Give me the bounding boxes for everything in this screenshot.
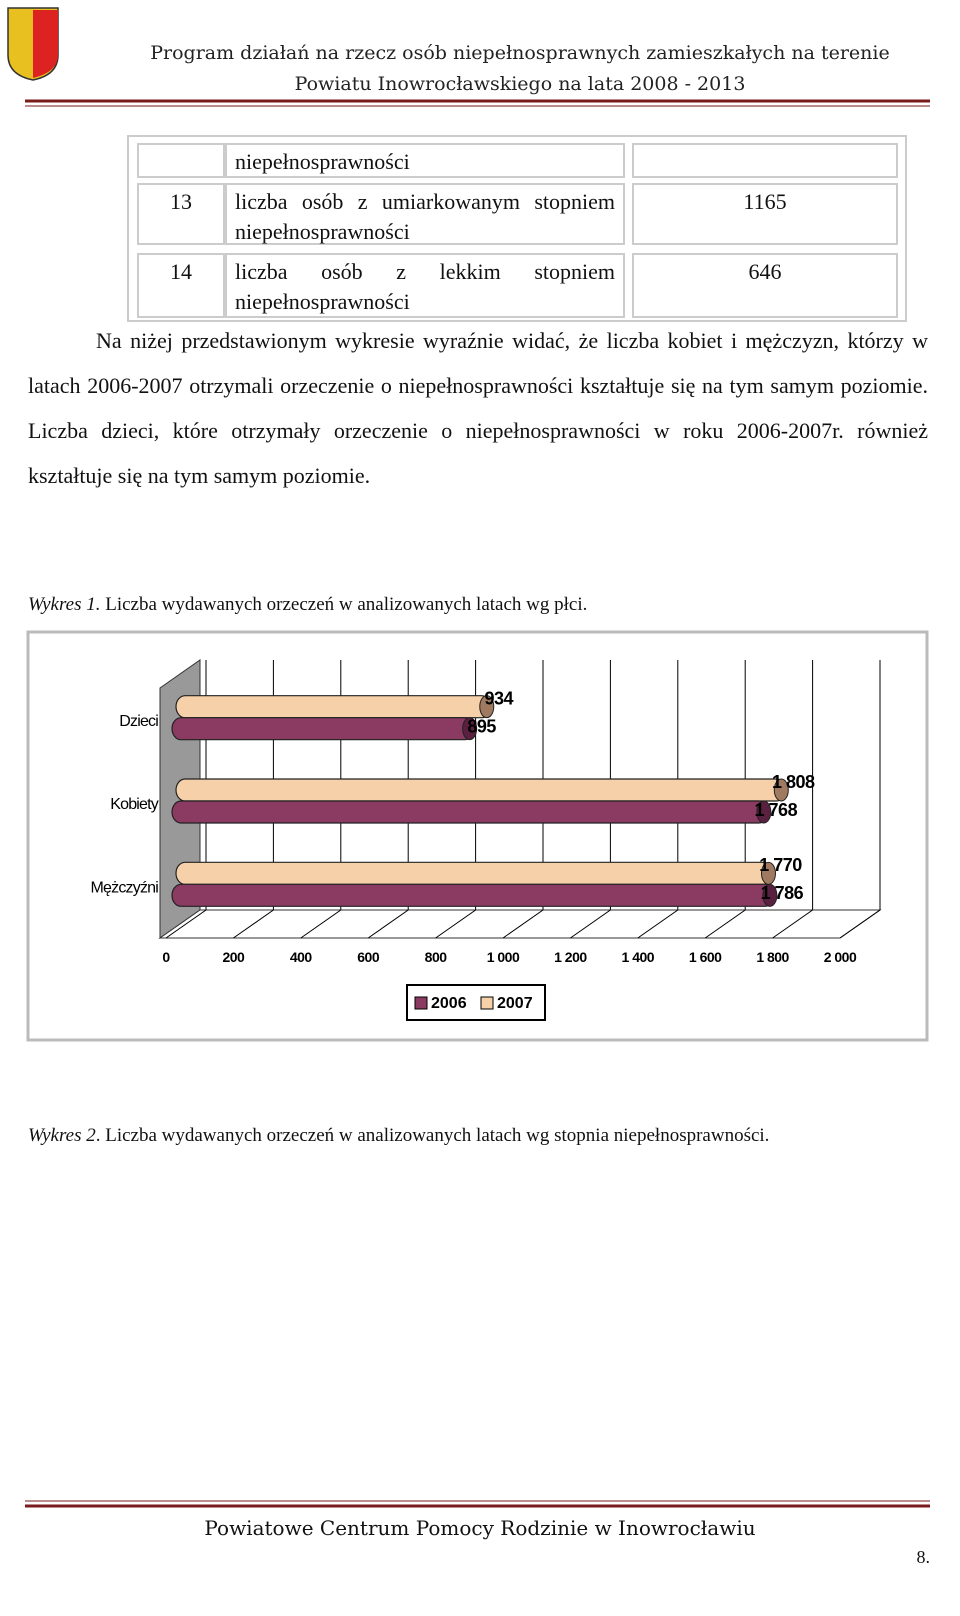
row-value: 1165 xyxy=(743,189,787,214)
x-tick-label: 200 xyxy=(222,949,245,965)
table xyxy=(127,135,907,322)
value-label: 1 768 xyxy=(755,800,798,820)
bar xyxy=(171,800,769,824)
caption-label: Wykres 2 xyxy=(28,1125,96,1146)
row-label: niepełnosprawności xyxy=(235,149,410,174)
logo-half xyxy=(33,10,58,78)
table-cell xyxy=(632,143,898,178)
grid-line xyxy=(570,660,611,939)
bar xyxy=(171,883,775,907)
footer-rule xyxy=(25,1500,930,1508)
x-tick-label: 1 200 xyxy=(554,949,587,965)
table-cell: 14 xyxy=(137,253,225,318)
grid-line xyxy=(367,660,409,939)
table-cell: liczba osób z umiarkowanym stopniem niep… xyxy=(225,183,625,245)
bar-cap xyxy=(462,717,478,741)
value-label: 1 786 xyxy=(761,883,804,903)
category-label: Dzieci xyxy=(119,713,158,730)
grid-line xyxy=(300,660,342,939)
x-tick-label: 400 xyxy=(290,949,313,965)
x-tick-label: 1 800 xyxy=(756,949,789,965)
page-number: 8. xyxy=(916,1547,931,1567)
legend-label: 2006 xyxy=(431,995,467,1012)
grid-line xyxy=(165,660,207,939)
caption-text: Liczba wydawanych orzeczeń w analizowany… xyxy=(105,594,588,615)
grid-line xyxy=(772,660,814,939)
bar-cap xyxy=(479,695,495,719)
caption: Wykres 2. Liczba wydawanych orzeczeń w a… xyxy=(28,1125,769,1147)
grid-line xyxy=(435,660,477,939)
value-label: 1 808 xyxy=(772,772,815,792)
x-tick-label: 800 xyxy=(425,949,448,965)
row-number: 13 xyxy=(170,189,192,214)
x-tick-label: 1 400 xyxy=(622,949,655,965)
value-label: 895 xyxy=(467,716,496,736)
x-tick-label: 600 xyxy=(357,949,380,965)
chart: 0 200 400 600 800 1 000 1 200 1 400 1 600 1 800 2 … xyxy=(26,630,929,1042)
grid-line xyxy=(502,660,544,939)
row-label: liczba osób z umiarkowanym stopniem niep… xyxy=(235,189,615,244)
row-value: 646 xyxy=(748,259,782,284)
grid-line xyxy=(233,660,274,939)
value-label: 934 xyxy=(484,688,513,708)
legend-box xyxy=(406,984,546,1021)
table-cell xyxy=(137,143,225,178)
header-line: Program działań na rzecz osób niepełnosp… xyxy=(150,42,890,64)
category-label: Mężczyźni xyxy=(91,880,159,897)
legend-label: 2007 xyxy=(497,995,533,1012)
table-cell: liczba osób z lekkim stopniem niepełnosp… xyxy=(225,253,625,318)
legend-swatch xyxy=(414,996,428,1010)
bar-cap xyxy=(773,778,789,802)
value-label: 1 770 xyxy=(759,855,802,875)
x-tick-label: 1 600 xyxy=(689,949,722,965)
x-tick-label: 0 xyxy=(162,949,170,965)
caption: Wykres 1. Liczba wydawanych orzeczeń w a… xyxy=(28,594,587,616)
bar xyxy=(175,778,786,802)
table-cell: 1165 xyxy=(632,183,898,245)
grid-line xyxy=(637,660,679,939)
header-graphics xyxy=(7,7,930,107)
bar-cap xyxy=(762,883,778,907)
bar xyxy=(171,717,475,741)
grid-line xyxy=(704,660,746,939)
table-cell: 13 xyxy=(137,183,225,245)
table-cell: niepełnosprawności xyxy=(225,143,625,178)
caption-label: Wykres 1. xyxy=(28,594,101,615)
legend-swatch xyxy=(480,996,494,1010)
header-line: Powiatu Inowrocławskiego na lata 2008 - … xyxy=(294,73,746,95)
row-label: liczba osób z lekkim stopniem niepełnosp… xyxy=(235,259,615,314)
x-tick-label: 1 000 xyxy=(487,949,520,965)
caption-text: . Liczba wydawanych orzeczeń w analizowa… xyxy=(95,1125,770,1146)
bar xyxy=(175,695,492,719)
paragraph: Na niżej przedstawionym wykresie wyraźni… xyxy=(28,328,928,488)
x-tick-label: 2 000 xyxy=(824,949,857,965)
category-label: Kobiety xyxy=(110,796,159,813)
row-number: 14 xyxy=(170,259,192,284)
bar xyxy=(175,861,774,885)
bar-cap xyxy=(756,800,772,824)
table-cell: 646 xyxy=(632,253,898,318)
footer-text: Powiatowe Centrum Pomocy Rodzinie w Inow… xyxy=(204,1516,756,1540)
grid-line xyxy=(839,660,881,939)
